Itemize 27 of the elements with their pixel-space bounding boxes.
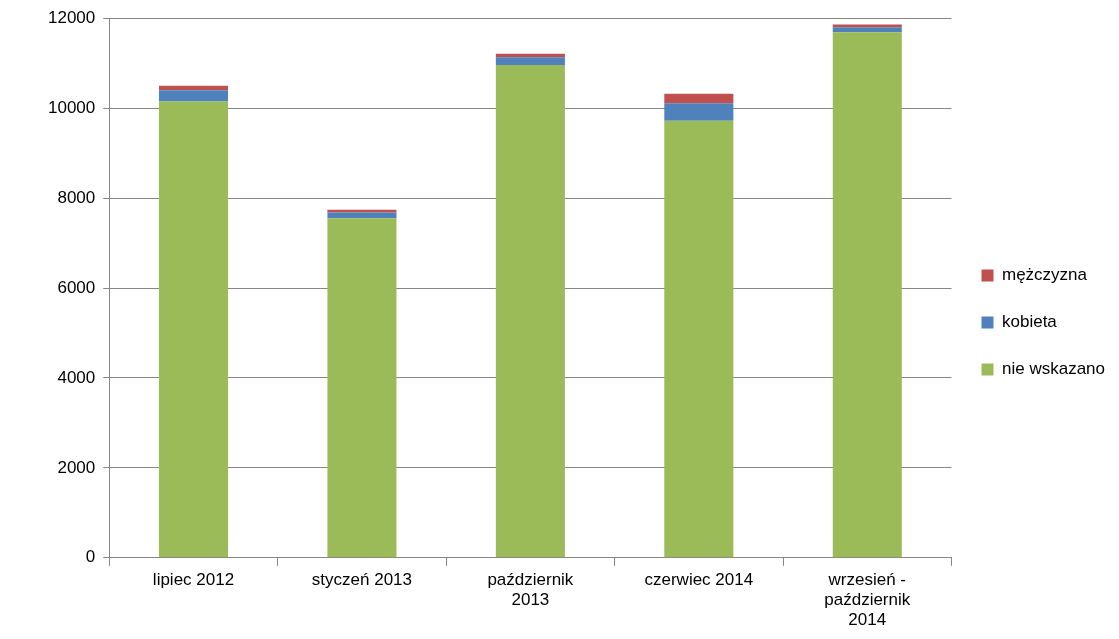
x-tick-label: październik 2013 [487,569,574,610]
bar [664,93,734,104]
x-tick-label: czerwiec 2014 [644,569,754,589]
y-tick-label: 12000 [47,7,96,27]
y-tick-label: 4000 [57,367,96,387]
x-tick-label: lipiec 2012 [152,569,235,589]
bar [832,27,902,33]
bar [664,103,734,121]
bar [327,212,397,219]
x-tick-label: wrzesień - październik 2014 [824,569,911,630]
bar [832,24,902,28]
y-tick-label: 0 [85,547,96,567]
legend-label: kobieta [1002,312,1058,332]
bar [832,32,902,558]
x-tick-label: styczeń 2013 [311,569,413,589]
bar [495,64,565,558]
bar [327,218,397,558]
y-tick-label: 6000 [57,277,96,297]
bar [158,101,229,558]
legend-label: mężczyzna [1002,265,1088,285]
y-tick-label: 2000 [57,457,96,477]
bar [158,90,229,102]
y-tick-label: 10000 [47,97,96,117]
legend-label: nie wskazano [1002,359,1106,379]
bar [664,120,734,558]
bar [495,57,565,65]
y-tick-label: 8000 [57,187,96,207]
